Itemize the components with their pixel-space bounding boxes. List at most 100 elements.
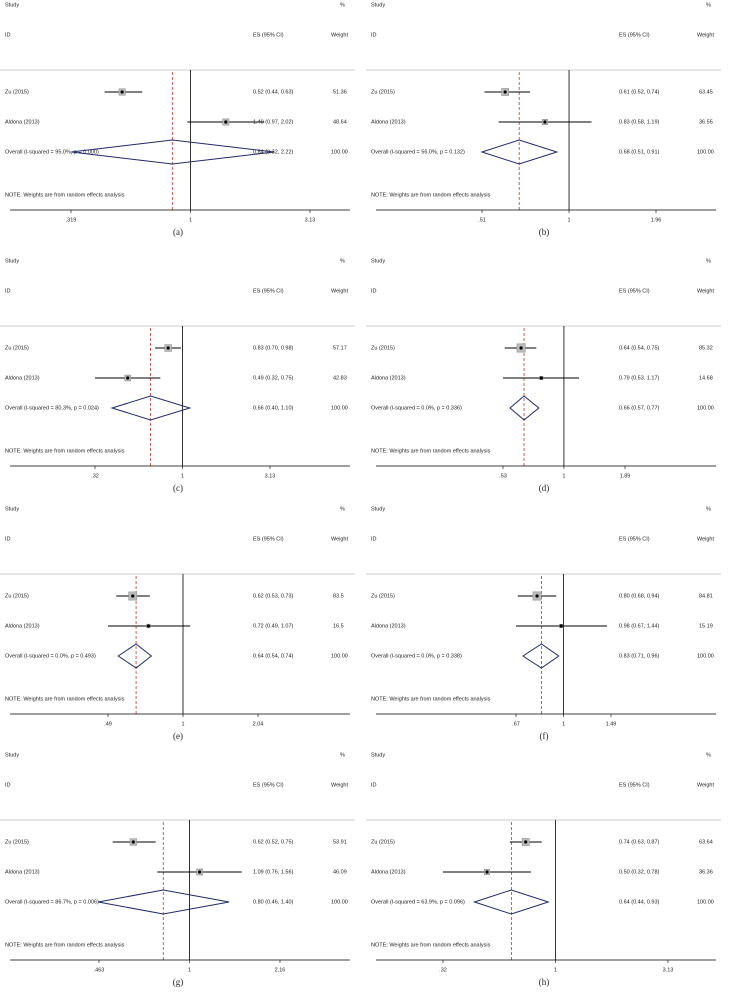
point-estimate bbox=[539, 376, 543, 380]
caption: (b) bbox=[539, 227, 550, 237]
x-tick-label: 1 bbox=[554, 967, 557, 973]
es-label: 1.40 (0.97, 2.02) bbox=[253, 119, 294, 125]
study-name: Zu (2015) bbox=[5, 593, 29, 599]
x-tick-label: 2.04 bbox=[253, 721, 264, 727]
weight-label: 100.00 bbox=[697, 653, 714, 659]
header-pct: % bbox=[706, 506, 711, 512]
note: NOTE: Weights are from random effects an… bbox=[371, 448, 491, 454]
es-label: 0.64 (0.44, 0.93) bbox=[619, 899, 660, 905]
note: NOTE: Weights are from random effects an… bbox=[5, 942, 125, 948]
x-tick-label: 1 bbox=[562, 721, 565, 727]
x-tick-label: 1.49 bbox=[606, 721, 617, 727]
header-weight: Weight bbox=[331, 288, 348, 294]
caption: (d) bbox=[539, 483, 550, 493]
header-es: ES (95% CI) bbox=[253, 536, 284, 542]
x-tick-label: 3.13 bbox=[305, 217, 316, 223]
es-label: 0.74 (0.63, 0.87) bbox=[619, 839, 660, 845]
overall-diamond bbox=[480, 139, 559, 165]
es-label: 1.09 (0.76, 1.56) bbox=[253, 869, 294, 875]
weight-label: 84.81 bbox=[699, 593, 713, 599]
study-name: Aldona (2013) bbox=[5, 623, 40, 629]
overall-diamond bbox=[98, 889, 230, 915]
x-tick-label: 1 bbox=[181, 473, 184, 479]
weight-label: 85.32 bbox=[699, 345, 713, 351]
point-estimate bbox=[131, 594, 135, 598]
header-weight: Weight bbox=[331, 32, 348, 38]
point-estimate bbox=[198, 870, 202, 874]
weight-label: 83.5 bbox=[333, 593, 344, 599]
weight-label: 42.83 bbox=[333, 375, 347, 381]
header-pct: % bbox=[706, 2, 711, 8]
header-study: Study bbox=[371, 2, 385, 8]
header-es: ES (95% CI) bbox=[619, 288, 650, 294]
weight-label: 14.68 bbox=[699, 375, 713, 381]
study-name: Zu (2015) bbox=[5, 345, 29, 351]
point-estimate bbox=[559, 624, 563, 628]
weight-label: 15.19 bbox=[699, 623, 713, 629]
weight-label: 46.09 bbox=[333, 869, 347, 875]
forest-panel: Study % ID ES (95% CI) Weight Zu (2015) 0.83 (… bbox=[0, 258, 355, 493]
x-tick-label: .49 bbox=[104, 721, 112, 727]
study-name: Aldona (2013) bbox=[371, 375, 406, 381]
forest-panel: Study % ID ES (95% CI) Weight Zu (2015) 0.61 (… bbox=[366, 2, 721, 237]
study-name: Zu (2015) bbox=[371, 345, 395, 351]
overall-name: Overall (I-squared = 0.0%, p = 0.338) bbox=[371, 653, 462, 659]
overall-name: Overall (I-squared = 0.0%, p = 0.336) bbox=[371, 405, 462, 411]
es-label: 0.62 (0.53, 0.73) bbox=[253, 593, 294, 599]
weight-label: 36.55 bbox=[699, 119, 713, 125]
x-tick-label: .463 bbox=[94, 967, 105, 973]
header-pct: % bbox=[340, 258, 345, 264]
header-es: ES (95% CI) bbox=[253, 32, 284, 38]
es-label: 0.79 (0.53, 1.17) bbox=[619, 375, 660, 381]
weight-label: 100.00 bbox=[331, 405, 348, 411]
weight-label: 100.00 bbox=[331, 899, 348, 905]
header-es: ES (95% CI) bbox=[619, 536, 650, 542]
header-id: ID bbox=[371, 32, 377, 38]
forest-panel: Study % ID ES (95% CI) Weight Zu (2015) 0.64 (… bbox=[366, 258, 721, 493]
weight-label: 100.00 bbox=[697, 149, 714, 155]
note: NOTE: Weights are from random effects an… bbox=[371, 942, 491, 948]
weight-label: 100.00 bbox=[697, 899, 714, 905]
point-estimate bbox=[126, 376, 130, 380]
header-id: ID bbox=[5, 782, 11, 788]
es-label: 0.80 (0.46, 1.40) bbox=[253, 899, 294, 905]
forest-panel: Study % ID ES (95% CI) Weight Zu (2015) 0.74 (… bbox=[366, 752, 721, 987]
header-study: Study bbox=[371, 752, 385, 758]
header-study: Study bbox=[5, 2, 19, 8]
weight-label: 100.00 bbox=[331, 149, 348, 155]
x-tick-label: .51 bbox=[478, 217, 486, 223]
header-study: Study bbox=[371, 506, 385, 512]
study-name: Zu (2015) bbox=[5, 839, 29, 845]
note: NOTE: Weights are from random effects an… bbox=[371, 192, 491, 198]
header-study: Study bbox=[371, 258, 385, 264]
header-es: ES (95% CI) bbox=[619, 32, 650, 38]
overall-diamond bbox=[117, 643, 153, 669]
point-estimate bbox=[485, 870, 489, 874]
note: NOTE: Weights are from random effects an… bbox=[5, 448, 125, 454]
point-estimate bbox=[535, 594, 539, 598]
es-label: 0.68 (0.51, 0.91) bbox=[619, 149, 660, 155]
weight-label: 63.64 bbox=[699, 839, 713, 845]
es-label: 0.66 (0.57, 0.77) bbox=[619, 405, 660, 411]
es-label: 0.66 (0.40, 1.10) bbox=[253, 405, 294, 411]
caption: (h) bbox=[539, 977, 550, 987]
es-label: 0.84 (0.32, 2.22) bbox=[253, 149, 294, 155]
header-weight: Weight bbox=[331, 782, 348, 788]
header-es: ES (95% CI) bbox=[253, 288, 284, 294]
header-study: Study bbox=[5, 258, 19, 264]
x-tick-label: 1 bbox=[567, 217, 570, 223]
study-name: Aldona (2013) bbox=[5, 869, 40, 875]
header-id: ID bbox=[5, 32, 11, 38]
header-pct: % bbox=[340, 2, 345, 8]
study-name: Zu (2015) bbox=[371, 89, 395, 95]
x-tick-label: .53 bbox=[499, 473, 507, 479]
header-es: ES (95% CI) bbox=[619, 782, 650, 788]
note: NOTE: Weights are from random effects an… bbox=[371, 696, 491, 702]
weight-label: 53.91 bbox=[333, 839, 347, 845]
header-weight: Weight bbox=[697, 782, 714, 788]
note: NOTE: Weights are from random effects an… bbox=[5, 192, 125, 198]
es-label: 0.83 (0.71, 0.96) bbox=[619, 653, 660, 659]
overall-diamond bbox=[472, 889, 550, 915]
study-name: Aldona (2013) bbox=[371, 119, 406, 125]
